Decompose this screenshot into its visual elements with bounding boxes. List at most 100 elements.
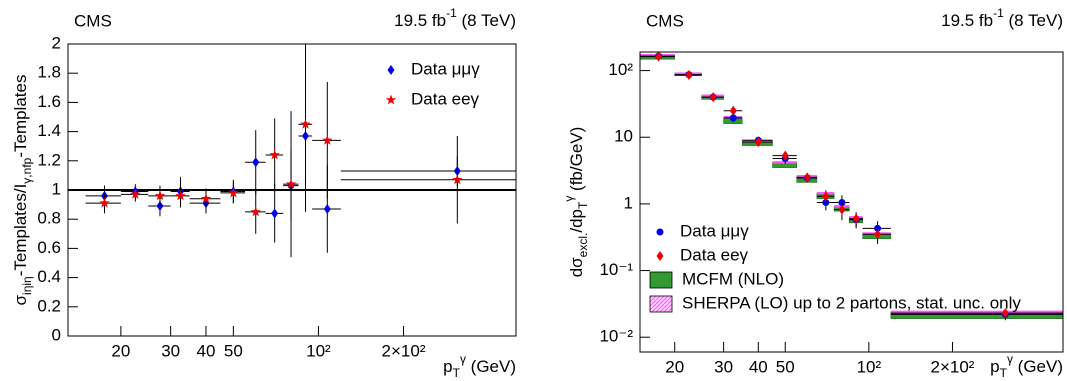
label-part: iηiη <box>20 276 34 295</box>
y-tick-label: 10 <box>614 127 633 146</box>
label-part: γ <box>1007 352 1013 366</box>
x-tick-label: 40 <box>749 357 768 376</box>
y-tick-label: 0.4 <box>37 267 61 286</box>
y-tick-label: 0.2 <box>37 296 61 315</box>
marker <box>200 193 212 204</box>
marker <box>709 92 717 103</box>
marker <box>656 251 664 261</box>
label-part: dσ <box>567 257 586 277</box>
label-part: p <box>443 357 452 376</box>
marker <box>252 157 260 168</box>
marker <box>452 174 463 185</box>
marker <box>99 197 110 208</box>
marker <box>685 69 693 80</box>
label-part: T <box>1000 366 1008 380</box>
y-tick-label: 0.6 <box>37 238 61 257</box>
marker <box>1001 308 1009 319</box>
experiment-label: CMS <box>646 11 684 30</box>
y-tick-label: 1.8 <box>37 63 61 82</box>
label-part: /dp <box>567 209 586 233</box>
marker <box>300 118 311 129</box>
label-part: (8 TeV) <box>1004 11 1063 30</box>
x-tick-label: 20 <box>111 341 130 360</box>
marker <box>269 149 280 160</box>
label-part: (GeV) <box>466 357 516 376</box>
x-tick-label: 2×10² <box>382 341 426 360</box>
label-part: p <box>990 357 999 376</box>
marker <box>130 188 141 199</box>
legend-label: MCFM (NLO) <box>682 269 784 288</box>
label-part: T <box>576 201 590 209</box>
marker <box>655 52 663 62</box>
legend-label: SHERPA (LO) up to 2 partons, stat. unc. … <box>682 293 1021 312</box>
label-part: -1 <box>446 6 457 20</box>
y-tick-label: 0.8 <box>37 209 61 228</box>
y-tick-label: 1.6 <box>37 92 61 111</box>
x-tick-label: 30 <box>161 341 180 360</box>
legend-swatch <box>649 271 673 289</box>
label-part: (8 TeV) <box>457 11 516 30</box>
y-axis-title: σiηiη-Templates/Iγ,nfp-Templates <box>11 75 34 306</box>
marker <box>385 94 397 105</box>
marker <box>852 213 860 224</box>
y-tick-label: 2 <box>52 33 61 52</box>
marker <box>781 150 789 161</box>
x-tick-label: 30 <box>714 357 733 376</box>
x-tick-label: 50 <box>224 341 243 360</box>
marker <box>285 178 297 189</box>
x-axis-title: pTγ (GeV) <box>990 352 1063 380</box>
label-part: γ,nfp <box>20 157 34 183</box>
prediction-line <box>772 161 797 164</box>
marker <box>250 206 261 217</box>
legend-label: Data eeγ <box>680 245 749 264</box>
legend-label: Data μμγ <box>680 221 749 240</box>
marker <box>754 136 762 147</box>
plot-frame <box>67 43 517 337</box>
marker <box>838 204 846 215</box>
luminosity-label: 19.5 fb-1 (8 TeV) <box>941 6 1063 30</box>
label-part: σ <box>11 294 30 305</box>
marker <box>323 203 331 214</box>
plot-area <box>640 52 1063 321</box>
x-tick-label: 10² <box>306 341 331 360</box>
legend-label: Data μμγ <box>411 59 480 78</box>
x-tick-label: 20 <box>665 357 684 376</box>
label-part: excl. <box>576 233 590 258</box>
plot-frame <box>639 51 1064 353</box>
marker <box>874 229 882 240</box>
y-tick-label: 1.2 <box>37 150 61 169</box>
legend-swatch <box>649 295 673 313</box>
y-tick-label: 0 <box>52 325 61 344</box>
x-tick-label: 40 <box>197 341 216 360</box>
prediction-line <box>890 310 1063 314</box>
marker <box>228 187 239 198</box>
x-tick-label: 50 <box>776 357 795 376</box>
marker <box>271 208 279 219</box>
marker <box>154 190 166 201</box>
luminosity-label: 19.5 fb-1 (8 TeV) <box>394 6 516 30</box>
label-part: (GeV) <box>1013 357 1063 376</box>
label-part: T <box>453 366 461 380</box>
label-part: γ <box>562 196 576 202</box>
y-tick-label: 10² <box>608 60 633 79</box>
marker <box>729 105 737 116</box>
label-part: γ <box>460 352 466 366</box>
marker <box>322 134 333 145</box>
x-axis-title: pTγ (GeV) <box>443 352 516 380</box>
label-part: -Templates/I <box>11 184 30 277</box>
x-tick-label: 2×10² <box>930 357 974 376</box>
marker <box>175 190 186 201</box>
y-tick-label: 10⁻² <box>599 327 633 346</box>
marker <box>656 228 664 236</box>
y-tick-label: 1.4 <box>37 121 61 140</box>
y-tick-label: 10⁻¹ <box>599 260 633 279</box>
marker <box>822 191 830 202</box>
label-part: -Templates <box>11 75 30 158</box>
y-axis-title: dσexcl./dpTγ (fb/GeV) <box>562 127 590 278</box>
legend-label: Data eeγ <box>411 89 480 108</box>
y-tick-label: 1 <box>624 193 633 212</box>
marker <box>729 114 737 122</box>
experiment-label: CMS <box>74 11 112 30</box>
